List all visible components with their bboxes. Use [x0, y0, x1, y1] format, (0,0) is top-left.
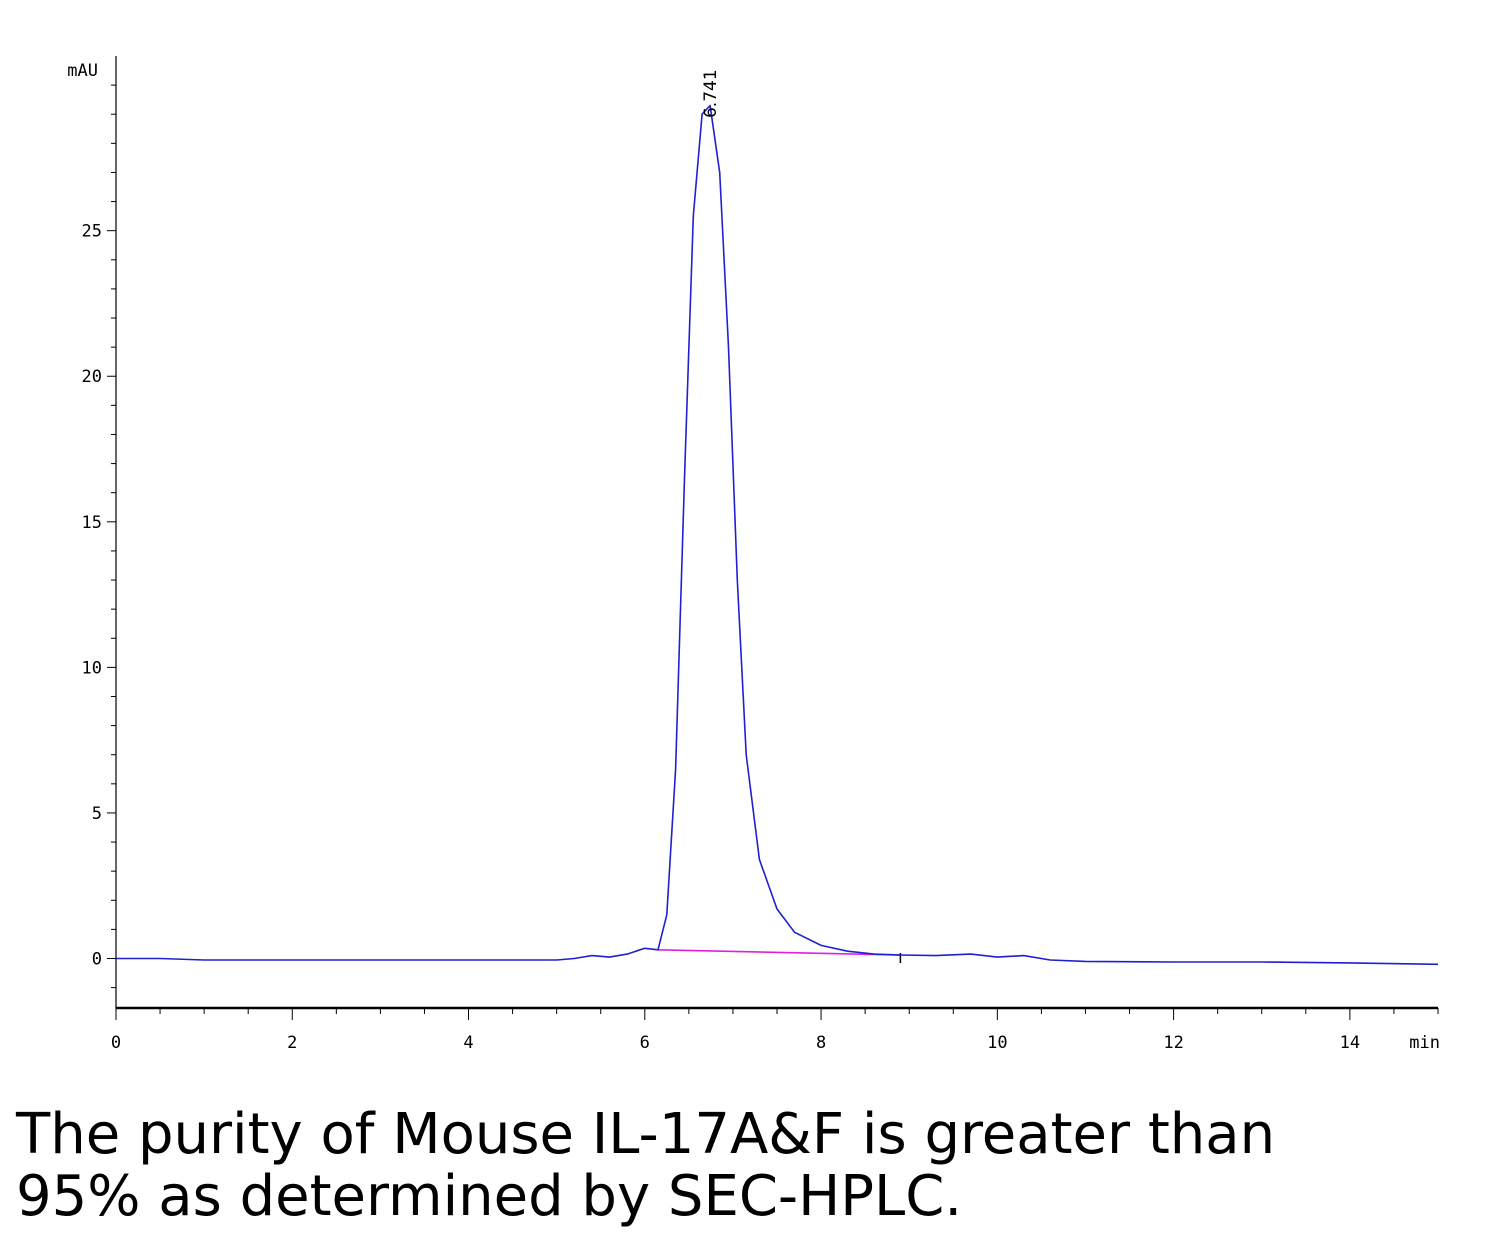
x-tick-label: 8 — [816, 1033, 826, 1053]
caption-line-1: The purity of Mouse IL-17A&F is greater … — [16, 1102, 1276, 1167]
caption-line-2: 95% as determined by SEC-HPLC. — [16, 1164, 963, 1229]
series-line-0 — [116, 104, 1439, 966]
integration-baseline — [658, 948, 901, 956]
caption: The purity of Mouse IL-17A&F is greater … — [16, 1104, 1476, 1228]
y-tick-label: 5 — [92, 804, 102, 824]
x-tick-label: 12 — [1163, 1033, 1183, 1053]
x-tick-label: 10 — [987, 1033, 1007, 1053]
x-tick-label: 14 — [1340, 1033, 1360, 1053]
x-tick-label: 0 — [111, 1033, 121, 1053]
x-tick-label: 6 — [640, 1033, 650, 1053]
y-tick-label: 20 — [82, 367, 102, 387]
x-tick-label: 2 — [287, 1033, 297, 1053]
y-tick-label: 0 — [92, 950, 102, 970]
y-tick-label: 10 — [82, 658, 102, 678]
x-tick-label: 4 — [463, 1033, 473, 1053]
peak-label: 6.741 — [701, 69, 721, 118]
x-axis-unit-label: min — [1409, 1033, 1440, 1053]
y-axis-unit-label: mAU — [67, 61, 98, 81]
y-tick-label: 25 — [82, 222, 102, 242]
y-tick-label: 15 — [82, 513, 102, 533]
chromatogram-chart: 0 5 10 15 20 25 0 2 4 6 8 10 12 14 mAU min 6.741 — [67, 56, 1440, 1053]
